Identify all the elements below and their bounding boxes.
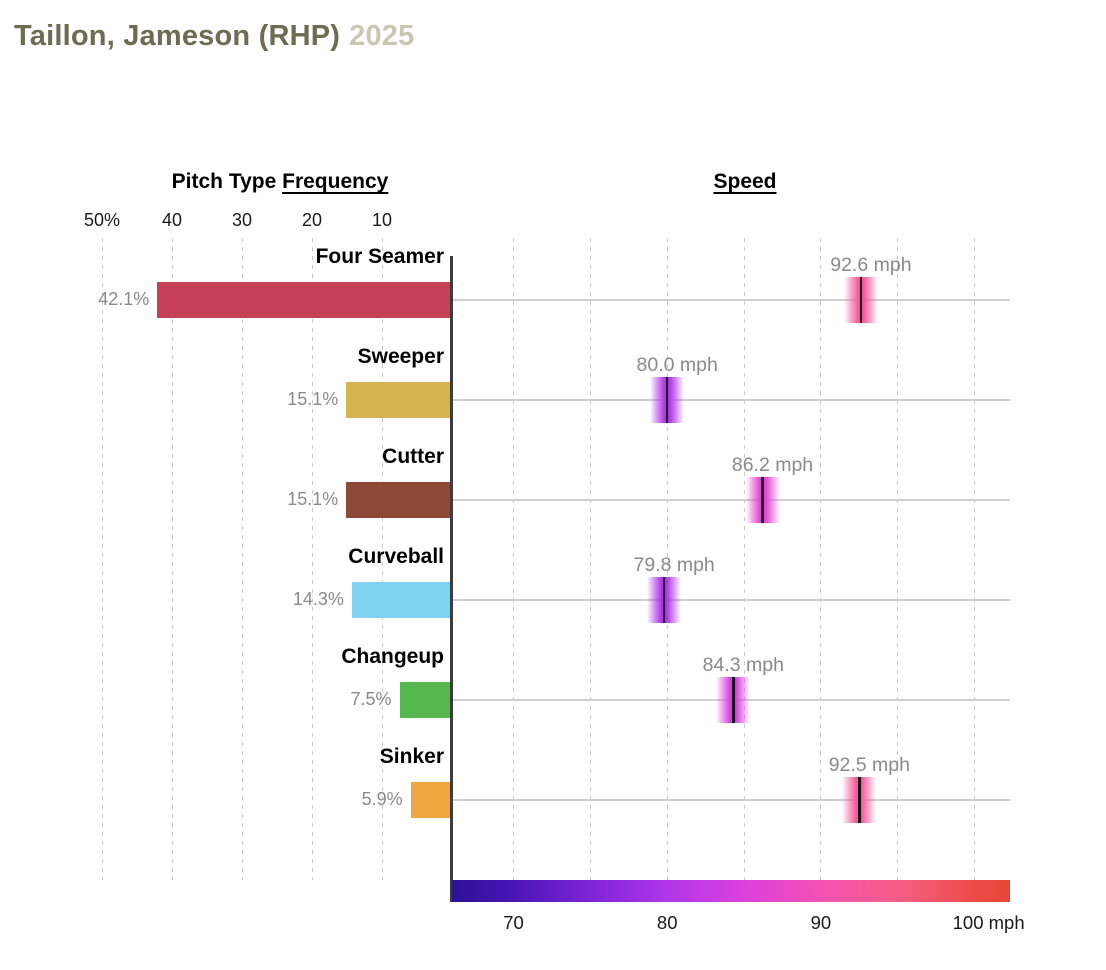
speed-gridline — [897, 238, 899, 880]
pitch-name-label: Sweeper — [357, 345, 444, 368]
frequency-gridline — [241, 238, 243, 880]
speed-marker-centerline — [732, 677, 735, 723]
pitch-name-label: Sinker — [379, 745, 444, 768]
speed-gridline — [974, 238, 976, 880]
speed-gridline — [666, 238, 668, 880]
frequency-panel-header: Pitch Type Frequency — [172, 170, 389, 194]
speed-axis-tick: 80 — [656, 912, 678, 933]
speed-gridline — [512, 238, 514, 880]
speed-row-line — [452, 599, 1010, 601]
speed-marker-centerline — [662, 577, 666, 623]
speed-value-label: 79.8 mph — [633, 554, 715, 576]
frequency-bar — [346, 382, 452, 418]
season-year: 2025 — [349, 20, 415, 52]
speed-value-label: 92.5 mph — [828, 754, 910, 776]
frequency-bar — [157, 282, 452, 318]
speed-axis-tick: 100 mph — [952, 912, 1025, 933]
speed-marker-centerline — [761, 477, 764, 523]
frequency-axis-tick: 40 — [161, 210, 183, 230]
frequency-value-label: 15.1% — [287, 489, 339, 509]
frequency-bar — [351, 582, 452, 618]
frequency-axis-line — [450, 256, 453, 902]
frequency-axis-tick: 10 — [371, 210, 393, 230]
pitch-type-header-label: Pitch Type — [171, 170, 283, 193]
player-name: Taillon, Jameson (RHP) — [14, 20, 341, 52]
frequency-axis-tick: 50% — [83, 210, 121, 230]
speed-value-label: 84.3 mph — [702, 654, 784, 676]
speed-marker-centerline — [665, 377, 669, 423]
frequency-gridline — [171, 238, 173, 880]
speed-gridline — [820, 238, 822, 880]
speed-sort-header[interactable]: Speed — [713, 170, 777, 193]
speed-axis-tick: 70 — [503, 912, 524, 933]
frequency-value-label: 15.1% — [287, 389, 339, 409]
speed-gridline — [589, 238, 591, 880]
speed-marker-centerline — [858, 777, 861, 823]
frequency-gridline — [101, 238, 103, 880]
frequency-value-label: 5.9% — [361, 789, 403, 809]
frequency-gridline — [311, 238, 313, 880]
pitch-name-label: Four Seamer — [315, 245, 444, 268]
frequency-sort-header[interactable]: Frequency — [282, 170, 389, 193]
frequency-gridline — [381, 238, 383, 880]
frequency-bar — [399, 682, 452, 718]
speed-row-line — [452, 799, 1010, 801]
speed-colorbar — [452, 880, 1010, 902]
speed-row-line — [452, 299, 1010, 301]
frequency-axis-tick: 20 — [301, 210, 323, 230]
pitch-name-label: Changeup — [341, 645, 444, 668]
speed-marker-centerline — [859, 277, 863, 323]
frequency-bar — [346, 482, 452, 518]
frequency-value-label: 42.1% — [98, 289, 150, 309]
frequency-value-label: 14.3% — [292, 589, 344, 609]
frequency-value-label: 7.5% — [350, 689, 392, 709]
speed-value-label: 92.6 mph — [830, 254, 912, 276]
speed-row-line — [452, 399, 1010, 401]
pitch-name-label: Curveball — [348, 545, 444, 568]
speed-value-label: 80.0 mph — [636, 354, 718, 376]
pitch-name-label: Cutter — [382, 445, 444, 468]
page-title: Taillon, Jameson (RHP) 2025 — [14, 20, 414, 53]
speed-value-label: 86.2 mph — [731, 454, 814, 476]
frequency-bar — [410, 782, 452, 818]
frequency-axis-tick: 30 — [231, 210, 253, 230]
speed-row-line — [452, 499, 1010, 501]
speed-axis-tick: 90 — [810, 912, 832, 933]
speed-gridline — [743, 238, 745, 880]
